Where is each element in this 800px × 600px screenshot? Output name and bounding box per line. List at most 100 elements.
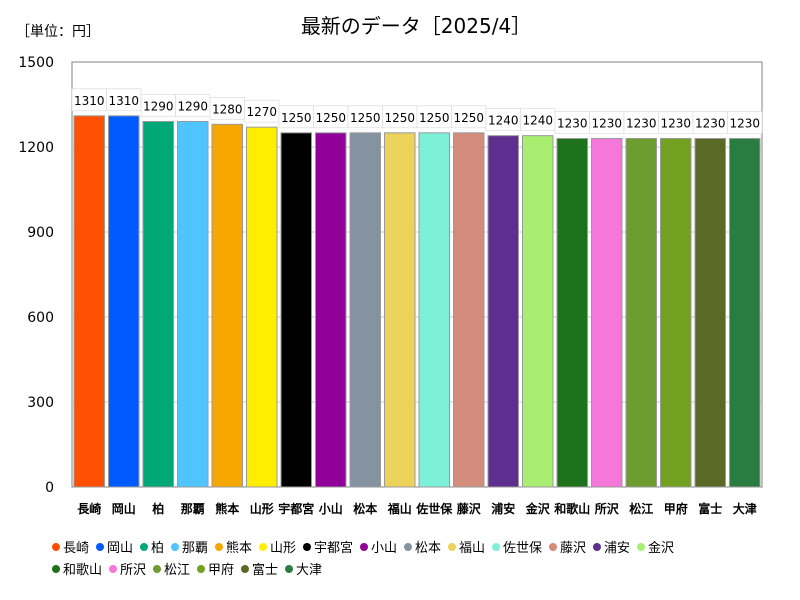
legend-label: 所沢 [120, 563, 146, 578]
legend-marker [404, 543, 412, 551]
legend-marker [241, 565, 249, 573]
y-axis: 0 300 600 900 1200 1500 [18, 55, 54, 496]
x-tick-label: 熊本 [215, 501, 239, 516]
legend-marker [259, 543, 267, 551]
data-label: 1250 [384, 111, 415, 125]
x-tick-label: 山形 [250, 501, 274, 516]
data-label: 1250 [350, 111, 381, 125]
data-label: 1250 [315, 111, 346, 125]
bar [453, 132, 485, 488]
bar [729, 138, 761, 488]
data-label: 1310 [74, 94, 105, 108]
x-tick-label: 松江 [629, 501, 653, 516]
data-label: 1250 [281, 111, 312, 125]
y-tick-label: 0 [45, 480, 54, 496]
data-label: 1230 [660, 117, 691, 131]
data-label-box [727, 111, 763, 134]
bar [142, 121, 174, 488]
bar [418, 132, 450, 488]
chart-title: 最新のデータ［2025/4］ [301, 14, 531, 38]
x-tick-label: 福山 [387, 501, 412, 516]
legend-label: 山形 [270, 541, 296, 556]
legend-label: 和歌山 [63, 563, 102, 578]
legend-marker [52, 543, 60, 551]
legend-marker [637, 543, 645, 551]
bar [591, 138, 623, 488]
data-label: 1230 [729, 117, 760, 131]
legend-marker [303, 543, 311, 551]
legend-label: 富士 [252, 562, 278, 578]
bar [349, 132, 381, 488]
data-label: 1230 [557, 117, 588, 131]
legend-marker [153, 565, 161, 573]
legend-label: 熊本 [226, 540, 252, 556]
data-label: 1280 [212, 102, 243, 116]
legend-marker [109, 565, 117, 573]
x-tick-label: 大津 [733, 501, 757, 516]
legend-label: 岡山 [107, 541, 133, 556]
x-axis: 長崎 岡山 柏 那覇 熊本 山形 宇都宮 小山 松本 福山 佐世保 藤沢 浦安 金沢 和歌山 所沢 松江 甲府 富士… [77, 501, 757, 516]
data-label: 1270 [246, 105, 277, 119]
bar [625, 138, 657, 488]
y-tick-label: 300 [27, 395, 54, 411]
legend-label: 金沢 [648, 540, 674, 556]
bar [487, 135, 519, 488]
legend-marker [215, 543, 223, 551]
y-tick-label: 1500 [18, 55, 54, 71]
legend-marker [96, 543, 104, 551]
data-label: 1230 [626, 117, 657, 131]
bar [660, 138, 692, 488]
legend-marker [140, 543, 148, 551]
x-tick-label: 浦安 [491, 501, 515, 516]
bar [315, 132, 347, 488]
legend-label: 甲府 [208, 563, 234, 578]
legend-label: 大津 [296, 563, 322, 578]
data-labels: 1310 1310 1290 1290 1280 1270 1250 1250 1250 1250… [71, 88, 763, 134]
x-tick-label: 甲府 [664, 501, 688, 516]
legend-marker [171, 543, 179, 551]
x-tick-label: 長崎 [77, 501, 101, 516]
legend-label: 宇都宮 [314, 540, 353, 556]
legend-marker [549, 543, 557, 551]
legend-label: 福山 [459, 541, 485, 556]
x-tick-label: 那覇 [181, 502, 205, 516]
x-tick-label: 金沢 [525, 501, 551, 516]
legend-marker [197, 565, 205, 573]
x-tick-label: 藤沢 [456, 501, 482, 516]
bar [384, 132, 416, 488]
bar [522, 135, 554, 488]
unit-label: ［単位：円］ [16, 24, 100, 40]
legend-label: 長崎 [63, 541, 89, 556]
y-tick-label: 1200 [18, 140, 54, 156]
bar [246, 126, 278, 488]
bar [556, 138, 588, 488]
bar [211, 123, 243, 488]
x-tick-label: 松本 [353, 501, 377, 516]
legend-label: 松本 [415, 541, 441, 556]
y-tick-label: 900 [27, 225, 54, 241]
bar [177, 121, 209, 488]
y-tick-label: 600 [27, 310, 54, 326]
legend-label: 柏 [151, 541, 164, 556]
legend-marker [492, 543, 500, 551]
x-tick-label: 宇都宮 [278, 501, 314, 516]
x-tick-label: 所沢 [595, 501, 620, 516]
data-label: 1310 [108, 94, 139, 108]
data-label: 1230 [695, 117, 726, 131]
data-label: 1250 [419, 111, 450, 125]
bars [73, 115, 761, 488]
legend-label: 那覇 [182, 541, 208, 556]
data-label: 1250 [453, 111, 484, 125]
data-label: 1240 [488, 114, 519, 128]
data-label: 1290 [143, 100, 174, 114]
legend-marker [360, 543, 368, 551]
legend-label: 小山 [371, 541, 397, 556]
legend-marker [448, 543, 456, 551]
bar [73, 115, 105, 488]
x-tick-label: 佐世保 [415, 501, 453, 516]
bar [280, 132, 312, 488]
legend-marker [285, 565, 293, 573]
legend-label: 浦安 [604, 541, 630, 556]
data-label: 1290 [177, 100, 208, 114]
